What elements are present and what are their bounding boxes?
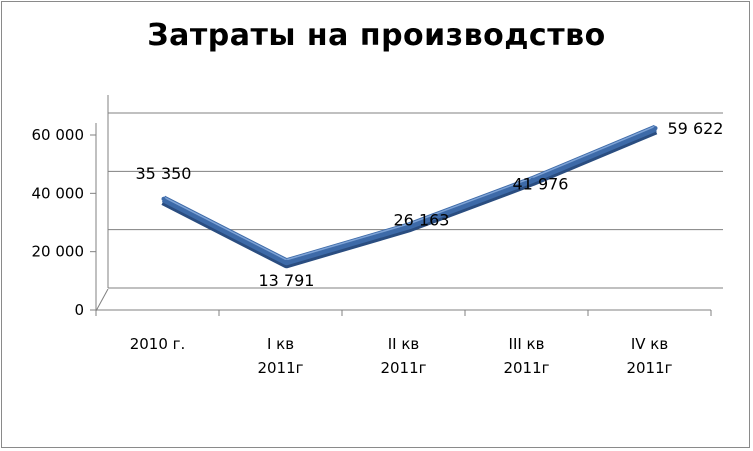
y-tick-label: 0 [74, 301, 84, 319]
x-tick-label: 2010 г. [130, 335, 186, 353]
data-point [653, 126, 658, 131]
chart-title: Затраты на производство [147, 18, 606, 53]
y-tick-label: 60 000 [32, 126, 85, 144]
data-label: 59 622 [668, 119, 724, 138]
x-tick-label: II кв [388, 335, 420, 353]
x-tick-label: 2011г [380, 359, 426, 377]
axis-diagonal [95, 288, 109, 312]
x-tick-label: III кв [509, 335, 545, 353]
x-tick-label: 2011г [626, 359, 672, 377]
data-label: 41 976 [513, 175, 569, 194]
y-tick-label: 20 000 [32, 243, 85, 261]
x-tick-label: IV кв [631, 335, 668, 353]
series-line-shadow [161, 125, 658, 269]
data-label: 26 163 [394, 211, 450, 230]
data-label: 13 791 [259, 271, 315, 290]
x-tick-label: 2011г [257, 359, 303, 377]
data-point [284, 259, 289, 264]
data-point [407, 223, 412, 228]
x-tick-label: 2011г [503, 359, 549, 377]
data-point [530, 177, 535, 182]
x-tick-label: I кв [267, 335, 294, 353]
series-line-highlight [163, 125, 656, 261]
data-point [161, 196, 166, 201]
y-tick-label: 40 000 [32, 184, 85, 202]
data-label: 35 350 [136, 164, 192, 183]
